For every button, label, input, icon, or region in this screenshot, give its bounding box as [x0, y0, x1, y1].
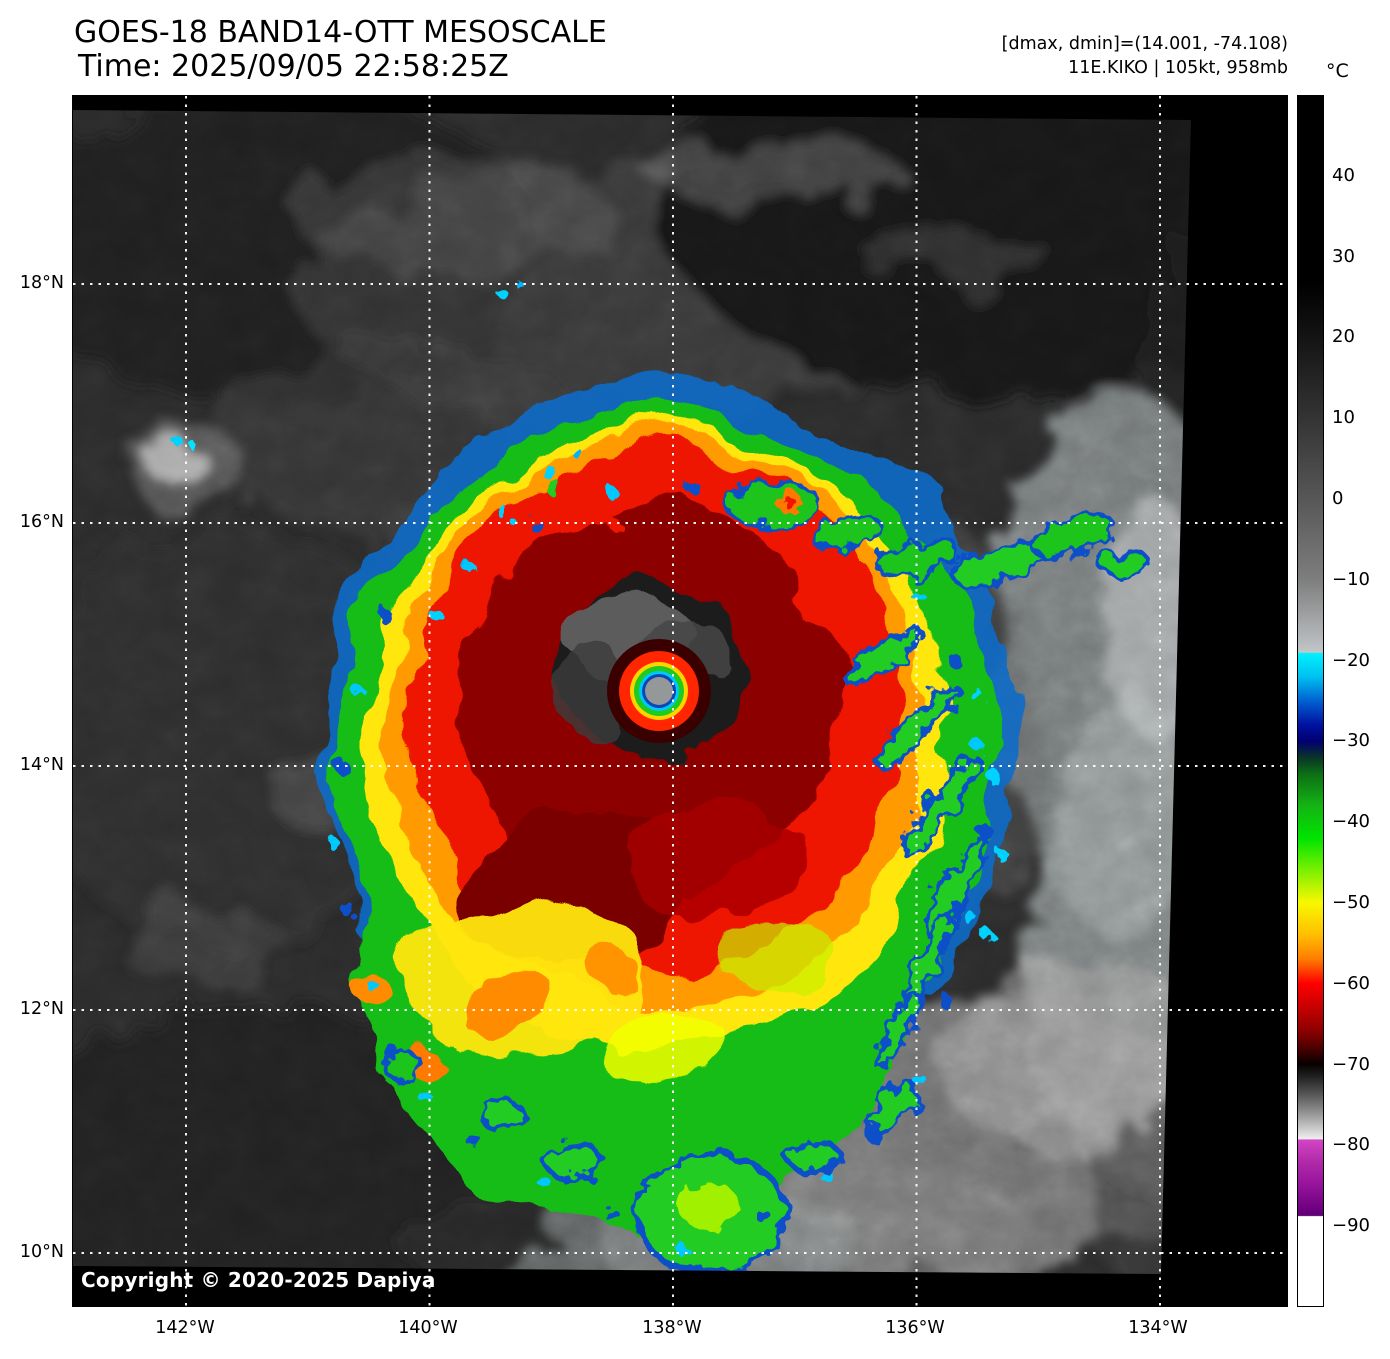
colorbar	[1297, 95, 1324, 1307]
lat-label-14n: 14°N	[19, 755, 64, 775]
colorbar-tick-label: −20	[1332, 649, 1370, 671]
colorbar-tick-label: 0	[1332, 488, 1344, 509]
colorbar-tick-label: −30	[1332, 730, 1370, 752]
annotation-storm-info: 11E.KIKO | 105kt, 958mb	[1068, 58, 1288, 78]
lon-label-142w: 142°W	[155, 1318, 215, 1338]
satellite-map-panel: Copyright © 2020-2025 Dapiya	[72, 95, 1288, 1307]
lon-label-138w: 138°W	[642, 1318, 702, 1338]
colorbar-tick-label: −70	[1332, 1053, 1370, 1075]
colorbar-unit-label: °C	[1326, 60, 1349, 82]
colorbar-tick-label: −50	[1332, 892, 1370, 913]
colorbar-tick-label: −80	[1332, 1134, 1370, 1156]
lat-label-18n: 18°N	[19, 273, 64, 293]
page-title: GOES-18 BAND14-OTT MESOSCALE	[74, 15, 607, 50]
lon-label-134w: 134°W	[1128, 1318, 1188, 1338]
lat-label-12n: 12°N	[19, 999, 64, 1019]
colorbar-tick-label: −40	[1332, 811, 1370, 833]
colorbar-tick-label: 30	[1332, 245, 1355, 267]
annotation-dmax-dmin: [dmax, dmin]=(14.001, -74.108)	[1001, 34, 1288, 54]
colorbar-gradient	[1298, 96, 1323, 1306]
satellite-image	[73, 96, 1287, 1306]
convective-fringe-cells	[173, 282, 1153, 1274]
lon-label-140w: 140°W	[398, 1318, 458, 1338]
lon-label-136w: 136°W	[885, 1318, 945, 1338]
colorbar-tick-label: 40	[1332, 164, 1355, 186]
timestamp: Time: 2025/09/05 22:58:25Z	[78, 49, 509, 84]
lat-label-10n: 10°N	[19, 1242, 64, 1262]
lat-label-16n: 16°N	[19, 512, 64, 532]
copyright-watermark: Copyright © 2020-2025 Dapiya	[81, 1268, 436, 1292]
hurricane-eye	[607, 639, 711, 743]
data-swath	[73, 110, 1191, 1274]
colorbar-tick-label: −10	[1332, 568, 1370, 590]
colorbar-tick-label: 20	[1332, 326, 1355, 348]
colorbar-tick-label: −90	[1332, 1215, 1370, 1237]
colorbar-tick-label: −60	[1332, 972, 1370, 994]
graticule	[73, 96, 1287, 1306]
colorbar-tick-label: 10	[1332, 407, 1355, 429]
